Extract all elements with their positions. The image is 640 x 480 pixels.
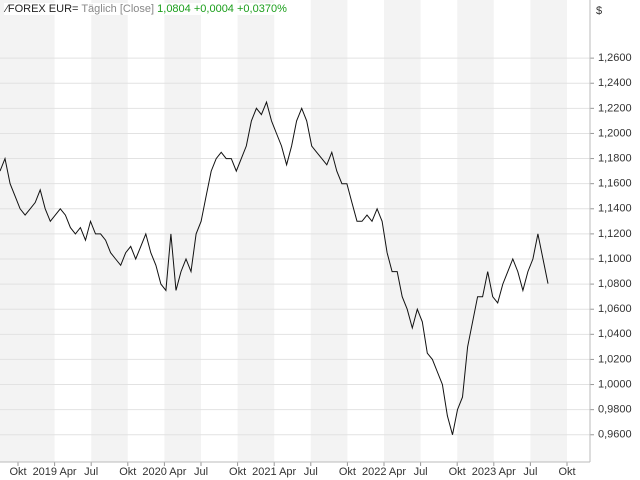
- x-tick-label: 2021 Apr: [252, 466, 296, 478]
- chart-icon: ⁄: [6, 3, 8, 15]
- y-tick-label: 1,0600: [598, 303, 632, 315]
- x-tick-label: Jul: [414, 466, 428, 478]
- price-line: [0, 100, 549, 435]
- x-tick-label: Okt: [558, 466, 575, 478]
- plot-background: [0, 0, 590, 462]
- time-band: [91, 0, 128, 462]
- x-tick-label: Okt: [229, 466, 246, 478]
- change-pct: +0,0370%: [237, 3, 287, 15]
- y-tick-label: 1,0800: [598, 278, 632, 290]
- change: +0,0004: [193, 3, 234, 15]
- y-tick-label: 0,9800: [598, 404, 632, 416]
- x-tick-label: Okt: [449, 466, 466, 478]
- x-tick-label: Jul: [523, 466, 537, 478]
- x-tick-label: 2020 Apr: [142, 466, 186, 478]
- y-tick-label: 1,0000: [598, 378, 632, 390]
- y-unit: $: [596, 5, 602, 17]
- y-tick-label: 1,2600: [598, 52, 632, 64]
- y-tick-label: 1,2200: [598, 102, 632, 114]
- last-value: 1,0804: [157, 3, 191, 15]
- header: ⁄FOREX EUR= Täglich [Close] 1,0804 +0,00…: [4, 3, 289, 15]
- x-tick-label: Okt: [9, 466, 26, 478]
- y-tick-label: 1,2000: [598, 127, 632, 139]
- y-tick-label: 1,1400: [598, 203, 632, 215]
- time-band: [310, 0, 348, 462]
- y-tick-label: 1,1600: [598, 178, 632, 190]
- x-tick-label: Jul: [194, 466, 208, 478]
- chart-title: FOREX EUR=: [7, 3, 79, 15]
- time-band: [18, 0, 55, 462]
- y-tick-label: 1,2400: [598, 77, 632, 89]
- time-band: [530, 0, 567, 462]
- x-tick-label: Okt: [339, 466, 356, 478]
- x-tick-label: 2022 Apr: [362, 466, 406, 478]
- time-band: [0, 0, 18, 462]
- y-tick-label: 0,9600: [598, 429, 632, 441]
- x-tick-label: Okt: [119, 466, 136, 478]
- time-band: [384, 0, 421, 462]
- x-tick-label: Jul: [304, 466, 318, 478]
- y-tick-label: 1,0400: [598, 328, 632, 340]
- x-tick-label: 2023 Apr: [472, 466, 516, 478]
- y-tick-label: 1,1200: [598, 228, 632, 240]
- y-tick-label: 1,1000: [598, 253, 632, 265]
- x-tick-label: 2019 Apr: [33, 466, 77, 478]
- y-tick-label: 1,1800: [598, 152, 632, 164]
- x-tick-label: Jul: [84, 466, 98, 478]
- subtitle: Täglich [Close]: [81, 3, 155, 15]
- y-tick-label: 1,0200: [598, 353, 632, 365]
- time-band: [164, 0, 201, 462]
- time-band: [237, 0, 275, 462]
